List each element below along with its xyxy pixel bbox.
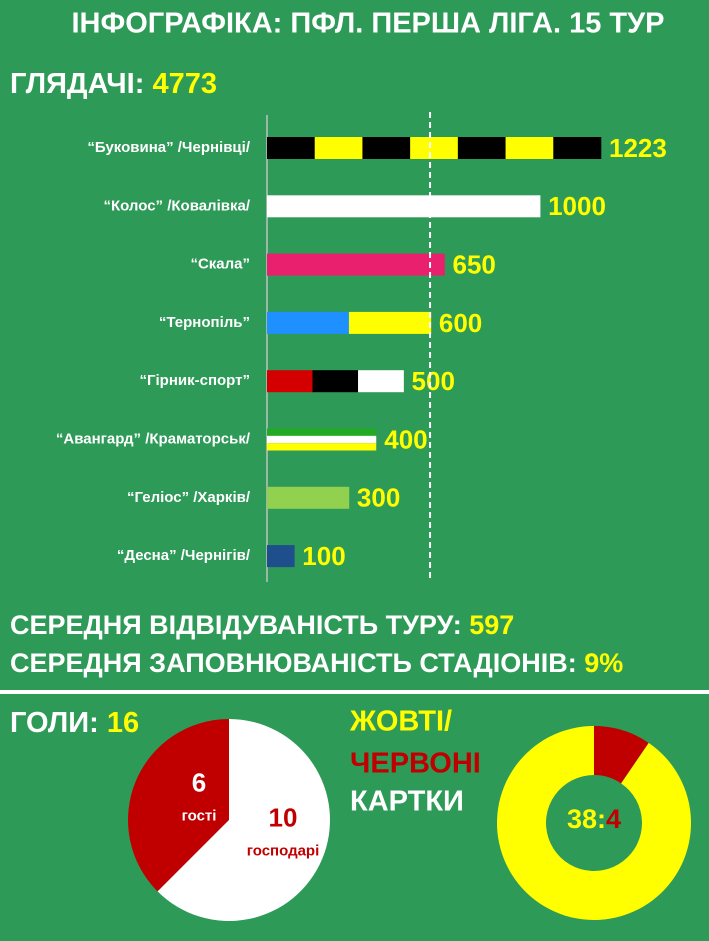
stat-label: СЕРЕДНЯ ВІДВІДУВАНІСТЬ ТУРУ:: [10, 610, 462, 640]
bar-stripe: [267, 428, 377, 436]
bar-stripe: [505, 137, 554, 159]
bar-stripe: [267, 435, 377, 444]
category-label: “Тернопіль”: [159, 314, 250, 331]
value-label: 1000: [548, 191, 606, 221]
bar-stripe: [358, 370, 404, 393]
value-label: 600: [439, 308, 482, 338]
category-label: “Геліос” /Харків/: [127, 489, 251, 506]
bar: [267, 370, 404, 393]
category-label: “Буковина” /Чернівці/: [87, 139, 250, 156]
category-label: “Десна” /Чернігів/: [117, 547, 251, 564]
heading-label: ГОЛИ:: [10, 707, 99, 739]
bar-stripe: [410, 137, 459, 159]
bar-stripe: [267, 311, 350, 334]
separator: :: [597, 804, 606, 834]
bar-stripe: [267, 370, 313, 393]
donut-segment: [496, 726, 691, 920]
total-value: 4773: [152, 68, 217, 100]
heading: ГЛЯДАЧІ: 4773: [10, 68, 217, 100]
value-label: 650: [453, 249, 496, 279]
bar: [267, 486, 350, 509]
bar: [267, 311, 432, 334]
value-label: 100: [302, 541, 345, 571]
value-label: 300: [357, 483, 400, 513]
stat-label: СЕРЕДНЯ ЗАПОВНЮВАНІСТЬ СТАДІОНІВ:: [10, 648, 577, 678]
heading-label: ГЛЯДАЧІ:: [10, 68, 144, 100]
heading-label: КАРТКИ: [350, 786, 464, 818]
pie-slice: [128, 719, 229, 892]
bar: [267, 428, 377, 451]
bar-stripe: [267, 545, 295, 568]
stat-line: СЕРЕДНЯ ВІДВІДУВАНІСТЬ ТУРУ: 597: [10, 610, 514, 640]
donut-segment: [594, 726, 649, 784]
bar-stripe: [457, 137, 506, 159]
legend-label: ЧЕРВОНІ: [350, 748, 481, 780]
bar-stripe: [362, 137, 411, 159]
category-label: “Скала”: [190, 256, 250, 273]
bar-stripe: [348, 311, 432, 334]
heading: ГОЛИ: 16: [10, 707, 139, 739]
slice-label: гості: [182, 808, 217, 825]
bar-stripe: [267, 486, 350, 509]
slice-value: 10: [269, 802, 298, 832]
page-title: ІНФОГРАФІКА: ПФЛ. ПЕРША ЛІГА. 15 ТУР: [71, 8, 664, 40]
slice-value: 6: [192, 767, 206, 797]
bar: [267, 545, 295, 568]
bar: [267, 137, 602, 159]
stat-value: 597: [469, 610, 514, 640]
center-value: 4: [606, 804, 621, 834]
bar-stripe: [267, 443, 377, 451]
value-label: 1223: [609, 133, 667, 163]
bar-stripe: [312, 370, 359, 393]
bar: [267, 253, 445, 276]
bar-stripe: [267, 195, 541, 218]
center-label: 38:4: [567, 804, 621, 834]
stat-line: СЕРЕДНЯ ЗАПОВНЮВАНІСТЬ СТАДІОНІВ: 9%: [10, 648, 623, 678]
bar-stripe: [267, 253, 445, 276]
bar: [267, 195, 541, 218]
bar-stripe: [267, 137, 316, 159]
center-value: 38: [567, 804, 597, 834]
pie-slice: [157, 719, 331, 921]
total-value: 16: [107, 707, 139, 739]
value-label: 500: [412, 366, 455, 396]
value-label: 400: [384, 424, 427, 454]
bar-stripe: [314, 137, 363, 159]
slice-label: господарі: [247, 842, 320, 859]
bar-stripe: [553, 137, 602, 159]
stat-value: 9%: [584, 648, 623, 678]
category-label: “Колос” /Ковалівка/: [103, 197, 250, 214]
category-label: “Авангард” /Краматорськ/: [56, 430, 251, 447]
legend-label: ЖОВТІ/: [349, 706, 452, 738]
category-label: “Гірник-спорт”: [140, 372, 251, 389]
